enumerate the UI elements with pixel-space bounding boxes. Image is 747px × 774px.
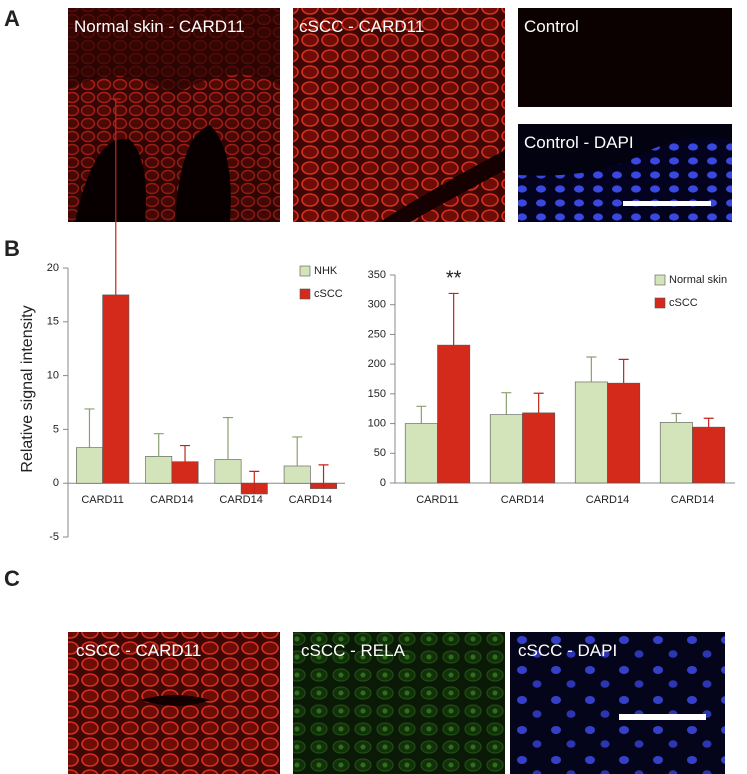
bar: [659, 422, 693, 484]
image-caption: cSCC - CARD11: [76, 641, 201, 660]
bar: [102, 294, 130, 484]
error-bar: [671, 412, 682, 423]
bar: [437, 344, 471, 484]
y-tick-label: 200: [368, 358, 386, 370]
error-bar: [533, 392, 544, 413]
bar: [214, 459, 242, 484]
panel-label: C: [4, 566, 20, 591]
legend-label: NHK: [314, 265, 338, 277]
y-tick-label: -5: [49, 531, 59, 543]
error-bar: [249, 470, 260, 494]
error-bar: [448, 292, 459, 346]
image-panel: cSCC - RELA: [293, 632, 505, 774]
y-tick-label: 150: [368, 388, 386, 400]
x-tick-label: CARD14: [671, 494, 714, 506]
image-caption: Control: [524, 17, 579, 36]
x-tick-label: CARD14: [586, 494, 629, 506]
image-panel: cSCC - DAPI: [510, 632, 725, 774]
legend-swatch: [299, 265, 311, 277]
legend-label: Normal skin: [669, 274, 727, 286]
error-bar: [110, 98, 121, 295]
image-panel: cSCC - CARD11: [68, 632, 280, 774]
error-bar: [703, 417, 714, 428]
bar: [283, 465, 311, 484]
scale-bar: [619, 714, 706, 720]
image-caption: cSCC - DAPI: [518, 641, 617, 660]
bar: [522, 412, 556, 484]
bar: [489, 414, 523, 484]
y-tick-label: 350: [368, 269, 386, 281]
error-bar: [318, 464, 329, 489]
image-panel: cSCC - CARD11: [293, 8, 505, 222]
y-tick-label: 0: [380, 477, 386, 489]
error-bar: [501, 392, 512, 415]
image-caption: Control - DAPI: [524, 133, 634, 152]
error-bar: [586, 356, 597, 382]
panel-label: A: [4, 6, 20, 31]
y-tick-label: 15: [47, 316, 59, 328]
bar: [171, 461, 199, 484]
error-bar: [84, 408, 95, 448]
legend-swatch: [654, 274, 666, 286]
bar: [404, 423, 438, 484]
legend-label: cSCC: [314, 288, 343, 300]
bar: [574, 381, 608, 484]
error-bar: [153, 433, 164, 457]
x-tick-label: CARD11: [81, 494, 124, 506]
y-tick-label: 5: [53, 423, 59, 435]
image-caption: cSCC - CARD11: [299, 17, 424, 36]
legend-swatch: [299, 288, 311, 300]
bar: [607, 382, 641, 484]
error-bar: [292, 436, 303, 466]
x-tick-label: CARD14: [150, 494, 193, 506]
image-caption: Normal skin - CARD11: [74, 17, 245, 36]
legend-swatch: [654, 297, 666, 309]
scale-bar: [623, 201, 711, 206]
y-tick-label: 250: [368, 328, 386, 340]
panel-label: B: [4, 236, 20, 261]
x-tick-label: CARD14: [219, 494, 262, 506]
y-axis-label: Relative signal intensity: [19, 305, 36, 472]
error-bar: [618, 358, 629, 384]
legend-label: cSCC: [669, 297, 698, 309]
x-tick-label: CARD11: [416, 494, 459, 506]
bar: [692, 426, 726, 484]
image-panel: Control - DAPI: [518, 124, 732, 222]
error-bar: [180, 444, 191, 462]
image-caption: cSCC - RELA: [301, 641, 406, 660]
bar: [145, 455, 173, 484]
y-tick-label: 100: [368, 417, 386, 429]
y-tick-label: 10: [47, 370, 59, 382]
annotation: **: [446, 268, 462, 290]
image-panel: Normal skin - CARD11: [68, 8, 280, 222]
bar: [76, 447, 103, 484]
y-tick-label: 300: [368, 299, 386, 311]
error-bar: [416, 405, 427, 424]
y-tick-label: 50: [374, 447, 386, 459]
x-tick-label: CARD14: [289, 494, 332, 506]
y-tick-label: 0: [53, 477, 59, 489]
y-tick-label: 20: [47, 262, 59, 274]
image-panel: Control: [518, 8, 732, 107]
x-tick-label: CARD14: [501, 494, 544, 506]
error-bar: [222, 416, 233, 460]
